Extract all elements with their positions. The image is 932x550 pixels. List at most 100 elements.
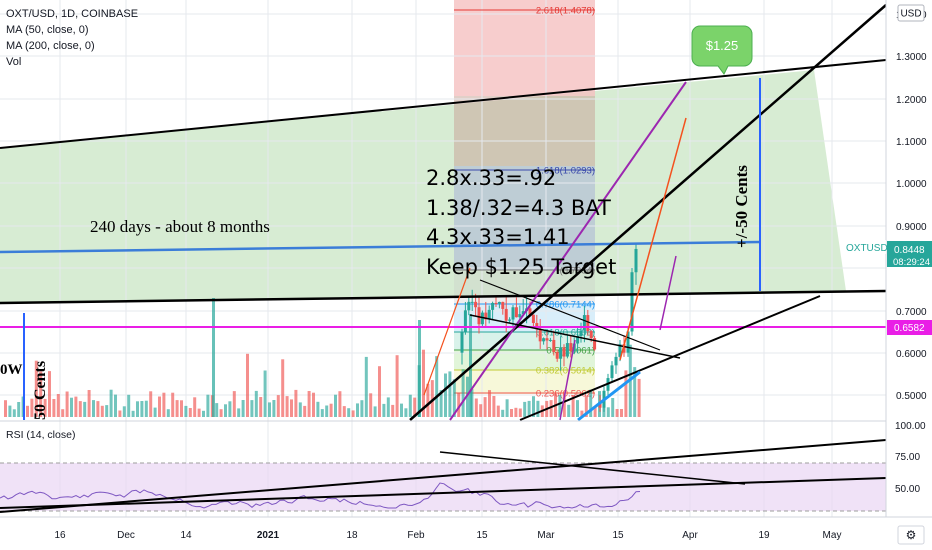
- gear-icon: ⚙: [906, 528, 917, 542]
- fib-label-6: 0.382(0.5614): [536, 366, 595, 377]
- volume-bar: [17, 402, 21, 417]
- volume-bar: [571, 395, 575, 417]
- volume-bar: [589, 389, 593, 417]
- indicator-ma200[interactable]: MA (200, close, 0): [6, 40, 95, 52]
- candle-body: [497, 301, 501, 304]
- volume-bar: [329, 403, 333, 417]
- chart-legend: OXT/USD, 1D, COINBASE MA (50, close, 0) …: [6, 6, 138, 70]
- current-symbol-tag: [842, 240, 886, 254]
- fib-zone-grey: [454, 270, 595, 304]
- volume-bar: [127, 394, 131, 417]
- volume-bar: [342, 406, 346, 417]
- volume-bar: [12, 409, 16, 417]
- volume-bar: [558, 395, 562, 417]
- candle-body: [504, 308, 508, 321]
- volume-bar: [422, 349, 425, 417]
- volume-bar: [175, 400, 179, 417]
- candle-body: [514, 307, 518, 318]
- candle-body: [569, 343, 573, 352]
- volume-bar: [87, 390, 91, 417]
- volume-bar: [52, 399, 56, 417]
- volume-bar: [413, 397, 417, 417]
- rsi-tick-2: 50.00: [895, 484, 920, 495]
- candles: [460, 242, 638, 412]
- time-tick-4: 18: [346, 530, 358, 541]
- candle-body: [548, 339, 552, 341]
- volume-bar: [219, 409, 223, 417]
- candle-body: [508, 319, 512, 321]
- volume-bar: [527, 400, 531, 417]
- volume-bar: [153, 407, 157, 417]
- candle-body: [598, 403, 602, 408]
- rsi-trend-line-3: [439, 451, 746, 485]
- volume-bar: [378, 366, 381, 417]
- volume-bar: [140, 401, 144, 417]
- candle-body: [614, 356, 618, 366]
- candle-body: [576, 335, 580, 344]
- time-tick-0: 16: [54, 530, 66, 541]
- countdown: 08:29:24: [893, 257, 930, 268]
- support-trend-line: [519, 295, 821, 421]
- candle-body: [559, 347, 563, 359]
- candle-body: [487, 309, 491, 320]
- volume-bar: [373, 406, 377, 417]
- candle-body: [463, 310, 467, 332]
- volume-bar: [593, 406, 597, 417]
- volume-bar: [26, 405, 29, 417]
- volume-bar: [48, 371, 51, 417]
- volume-bar: [122, 406, 126, 417]
- volume-bar: [197, 408, 201, 417]
- indicator-vol[interactable]: Vol: [6, 56, 22, 68]
- volume-bar: [316, 401, 320, 417]
- time-tick-3: 2021: [257, 530, 280, 541]
- annotation-calc-2: 4.3x.33=1.41: [426, 225, 570, 249]
- volume-bar: [294, 389, 298, 417]
- fib-label-1: 1.618(1.0293): [536, 166, 595, 177]
- volume-bar: [78, 401, 82, 417]
- volume-bar: [118, 410, 122, 417]
- time-tick-2: 14: [180, 530, 192, 541]
- price-tick-8: 0.5000: [896, 391, 927, 402]
- volume-bar: [444, 373, 447, 417]
- candle-body: [460, 331, 464, 353]
- candle-body: [626, 331, 630, 353]
- blue-arrow-line: [577, 370, 641, 422]
- volume-bar: [228, 401, 232, 417]
- volume-bar: [246, 353, 249, 417]
- annotation-days: 240 days - about 8 months: [90, 217, 270, 236]
- volume-bar: [70, 397, 73, 417]
- volume-bar: [580, 410, 584, 417]
- volume-bar: [479, 404, 483, 417]
- volume-bar: [166, 409, 170, 417]
- candle-body: [501, 301, 505, 309]
- volume-bar: [633, 367, 637, 417]
- price-tick-2: 1.2000: [896, 95, 927, 106]
- volume-bar: [549, 400, 553, 417]
- settings-button: [897, 525, 925, 545]
- candle-body: [634, 248, 638, 273]
- volume-bar: [290, 399, 293, 417]
- fib-label-0: 2.618(1.4078): [536, 6, 595, 17]
- volume-bar: [536, 400, 540, 417]
- volume-bar: [400, 403, 403, 417]
- symbol-line[interactable]: OXT/USD, 1D, COINBASE: [6, 8, 139, 20]
- volume-bar: [43, 398, 47, 417]
- candle-body: [477, 307, 481, 325]
- candle-body: [521, 311, 525, 315]
- volume-bar: [96, 401, 100, 417]
- volume-bar: [620, 409, 623, 417]
- volume-bar: [312, 392, 315, 417]
- candle-body: [511, 307, 515, 320]
- volume-bar: [606, 407, 610, 417]
- currency-badge: [897, 4, 925, 22]
- indicator-ma50[interactable]: MA (50, close, 0): [6, 24, 89, 36]
- volume-bar: [188, 408, 192, 417]
- volume-bar: [303, 405, 307, 417]
- volume-bar: [505, 399, 509, 417]
- price-tick-6: 0.7000: [896, 307, 927, 318]
- candle-body: [552, 339, 556, 353]
- volume-bar: [34, 360, 38, 417]
- volume-bar: [457, 392, 461, 417]
